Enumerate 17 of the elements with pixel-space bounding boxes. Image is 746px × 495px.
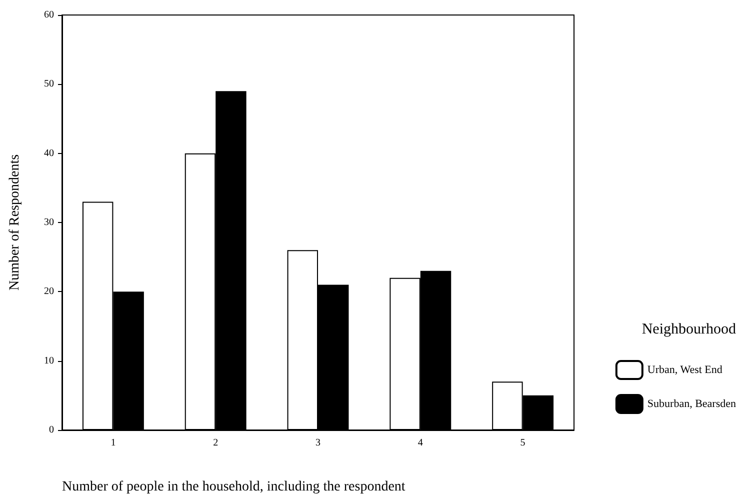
- legend-title: Neighbourhood: [642, 322, 736, 338]
- y-tick-label: 0: [49, 424, 54, 436]
- x-tick-label: 2: [213, 438, 218, 448]
- y-tick-label: 40: [44, 148, 54, 159]
- legend-label: Suburban, Bearsden: [647, 398, 736, 410]
- x-axis-title: Number of people in the household, including the respondent: [62, 480, 406, 494]
- x-tick-label: 3: [316, 438, 320, 448]
- y-tick-label: 20: [44, 286, 54, 298]
- x-tick-label: 4: [418, 438, 423, 448]
- legend-label: Urban, West End: [647, 364, 723, 376]
- y-tick-label: 50: [44, 78, 54, 90]
- y-tick-label: 60: [44, 10, 54, 20]
- y-tick-label: 30: [44, 217, 54, 228]
- y-axis-title: Number of Respondents: [8, 154, 22, 291]
- x-tick-label: 1: [110, 438, 116, 448]
- x-tick-label: 5: [520, 438, 526, 448]
- y-tick-label: 10: [44, 355, 54, 366]
